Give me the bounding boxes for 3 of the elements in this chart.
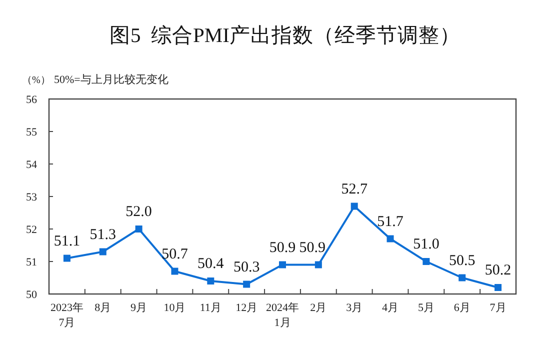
annotation: 50%=与上月比较无变化 — [54, 74, 168, 86]
title: 图5 综合PMI产出指数（经季节调整） — [110, 25, 460, 47]
ylabel: （%） — [22, 75, 50, 86]
